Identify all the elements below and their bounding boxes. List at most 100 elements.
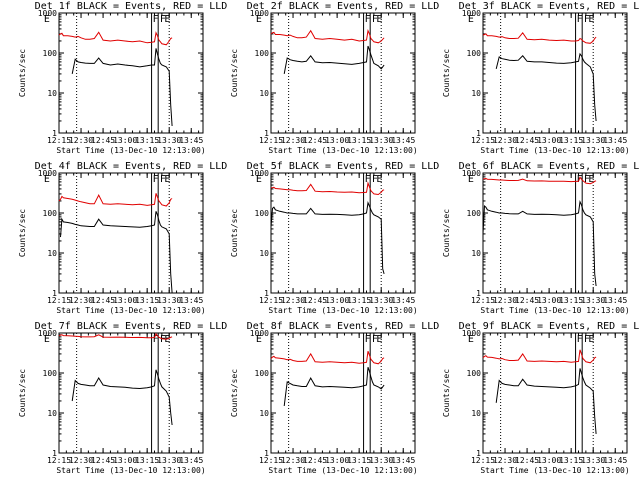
panel-det-6f: Det 6f BLACK = Events, RED = LLD 1 10 100 10… xyxy=(442,161,640,315)
y-tick-label: 1 xyxy=(476,129,481,138)
marker-flag-label: E xyxy=(376,14,382,25)
x-axis-label: Start Time (13-Dec-10 12:13:00) xyxy=(268,306,417,315)
panel-det-9f: Det 9f BLACK = Events, RED = LLD 1 10 100 10… xyxy=(442,321,640,475)
marker-flag-label: F xyxy=(584,334,590,345)
plot-frame xyxy=(58,12,204,134)
x-axis-label: Start Time (13-Dec-10 12:13:00) xyxy=(268,146,417,155)
x-tick-label: 13:30 xyxy=(369,296,393,305)
y-tick-label: 10 xyxy=(259,409,269,418)
panel-title: Det 3f BLACK = Events, RED = LLD xyxy=(459,1,640,12)
x-tick-label: 12:15 xyxy=(47,136,71,145)
marker-flag-label: E xyxy=(164,174,170,185)
x-tick-label: 12:30 xyxy=(281,136,305,145)
lld-series-line xyxy=(58,193,173,207)
x-tick-label: 12:15 xyxy=(259,296,283,305)
plot-frame xyxy=(270,12,416,134)
y-axis-label: Counts/sec xyxy=(230,369,239,417)
x-tick-label: 12:30 xyxy=(69,296,93,305)
x-tick-label: 12:15 xyxy=(471,296,495,305)
x-tick-label: 13:15 xyxy=(347,296,371,305)
marker-flag-label: E xyxy=(468,334,474,345)
panel-title: Det 5f BLACK = Events, RED = LLD xyxy=(247,161,440,172)
panel-det-5f: Det 5f BLACK = Events, RED = LLD 1 10 100 10… xyxy=(230,161,439,315)
y-axis-label: Counts/sec xyxy=(442,49,451,97)
panel-det-1f: Det 1f BLACK = Events, RED = LLD 1 10 100 10… xyxy=(18,1,227,155)
y-tick-label: 100 xyxy=(467,369,482,378)
y-tick-label: 10 xyxy=(259,89,269,98)
x-tick-label: 12:45 xyxy=(91,456,115,465)
y-tick-label: 1 xyxy=(52,449,57,458)
panel-det-7f: Det 7f BLACK = Events, RED = LLD 1 10 100 10… xyxy=(18,321,227,475)
x-tick-label: 13:45 xyxy=(179,296,203,305)
lld-series-line xyxy=(270,181,385,196)
y-tick-label: 10 xyxy=(47,409,57,418)
x-tick-label: 13:30 xyxy=(157,136,181,145)
x-axis-label: Start Time (13-Dec-10 12:13:00) xyxy=(480,306,629,315)
x-tick-label: 12:15 xyxy=(47,296,71,305)
x-tick-label: 13:15 xyxy=(559,296,583,305)
lld-series-line xyxy=(482,349,597,364)
panel-title: Det 4f BLACK = Events, RED = LLD xyxy=(35,161,228,172)
panel-title: Det 9f BLACK = Events, RED = LLD xyxy=(459,321,640,332)
x-tick-label: 12:30 xyxy=(493,456,517,465)
x-tick-label: 13:00 xyxy=(537,296,561,305)
x-tick-label: 13:30 xyxy=(369,136,393,145)
plot-frame xyxy=(58,172,204,294)
lld-series-line xyxy=(58,332,173,340)
y-tick-label: 1 xyxy=(264,129,269,138)
y-tick-label: 100 xyxy=(467,49,482,58)
x-tick-label: 12:45 xyxy=(515,296,539,305)
x-tick-label: 13:45 xyxy=(603,456,627,465)
marker-flag-label: E xyxy=(44,334,50,345)
x-tick-label: 13:00 xyxy=(325,136,349,145)
x-tick-label: 13:15 xyxy=(559,456,583,465)
lld-series-line xyxy=(482,176,597,185)
x-axis-label: Start Time (13-Dec-10 12:13:00) xyxy=(480,146,629,155)
marker-flag-label: E xyxy=(468,174,474,185)
marker-flag-label: F xyxy=(577,14,583,25)
x-tick-label: 13:30 xyxy=(369,456,393,465)
y-tick-label: 1 xyxy=(476,449,481,458)
panel-det-3f: Det 3f BLACK = Events, RED = LLD 1 10 100 10… xyxy=(442,1,640,155)
x-tick-label: 13:00 xyxy=(537,136,561,145)
panel-title: Det 1f BLACK = Events, RED = LLD xyxy=(35,1,228,12)
marker-flag-label: F xyxy=(153,334,159,345)
x-tick-label: 12:45 xyxy=(303,296,327,305)
x-tick-label: 13:15 xyxy=(559,136,583,145)
y-tick-label: 10 xyxy=(259,249,269,258)
x-tick-label: 12:30 xyxy=(493,296,517,305)
y-axis-label: Counts/sec xyxy=(230,209,239,257)
x-tick-label: 13:45 xyxy=(391,136,415,145)
x-tick-label: 13:00 xyxy=(113,136,137,145)
x-tick-label: 13:45 xyxy=(391,296,415,305)
x-tick-label: 12:45 xyxy=(91,136,115,145)
panel-title: Det 2f BLACK = Events, RED = LLD xyxy=(247,1,440,12)
x-tick-label: 12:15 xyxy=(259,136,283,145)
x-tick-label: 13:15 xyxy=(347,456,371,465)
x-tick-label: 13:45 xyxy=(179,136,203,145)
y-tick-label: 1000 xyxy=(250,169,269,178)
x-axis-label: Start Time (13-Dec-10 12:13:00) xyxy=(56,466,205,475)
x-tick-label: 13:45 xyxy=(179,456,203,465)
plot-frame xyxy=(270,332,416,454)
events-series-line xyxy=(495,52,597,122)
x-tick-label: 13:00 xyxy=(325,456,349,465)
marker-flag-label: F xyxy=(160,14,166,25)
y-tick-label: 1 xyxy=(264,289,269,298)
marker-flag-label: E xyxy=(588,334,594,345)
y-tick-label: 1000 xyxy=(38,329,57,338)
events-series-line xyxy=(283,45,385,74)
x-tick-label: 12:45 xyxy=(91,296,115,305)
x-tick-label: 12:45 xyxy=(515,136,539,145)
y-axis-label: Counts/sec xyxy=(18,369,27,417)
marker-flag-label: F xyxy=(577,334,583,345)
y-tick-label: 100 xyxy=(255,369,270,378)
marker-flag-label: E xyxy=(164,14,170,25)
x-tick-label: 12:30 xyxy=(69,456,93,465)
events-series-line xyxy=(60,211,173,294)
panel-det-8f: Det 8f BLACK = Events, RED = LLD 1 10 100 10… xyxy=(230,321,439,475)
x-tick-label: 12:30 xyxy=(281,456,305,465)
lld-series-line xyxy=(270,351,385,365)
marker-flag-label: F xyxy=(584,14,590,25)
